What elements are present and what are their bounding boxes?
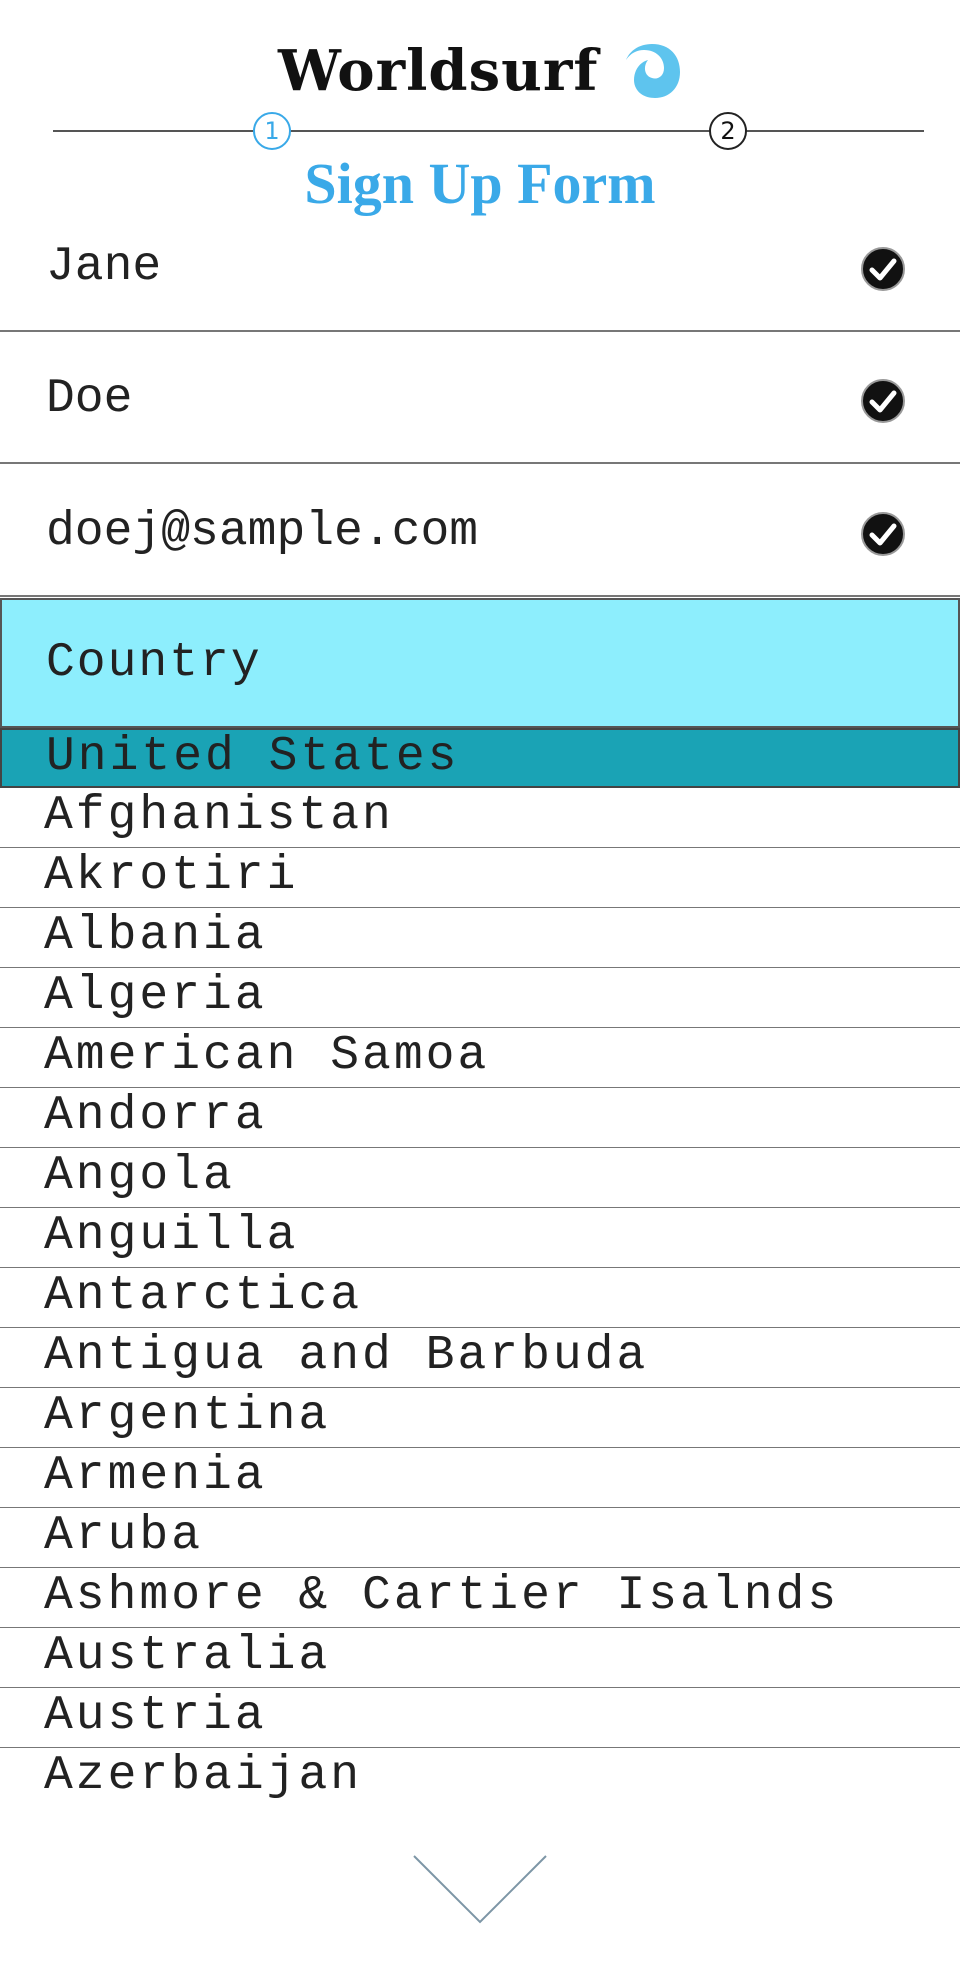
country-option[interactable]: Albania <box>0 908 960 968</box>
country-option[interactable]: Anguilla <box>0 1208 960 1268</box>
first-name-value[interactable]: Jane <box>46 240 162 294</box>
check-circle-icon <box>861 247 905 291</box>
last-name-value[interactable]: Doe <box>46 372 133 426</box>
country-option[interactable]: Argentina <box>0 1388 960 1448</box>
first-name-field[interactable]: Jane <box>0 200 960 332</box>
country-option[interactable]: Australia <box>0 1628 960 1688</box>
progress-stepper: 1 2 <box>53 112 924 150</box>
country-select[interactable]: Country <box>0 598 960 728</box>
country-option[interactable]: Azerbaijan <box>44 1749 363 1803</box>
country-option[interactable]: Antigua and Barbuda <box>0 1328 960 1388</box>
wave-drop-icon <box>626 44 681 98</box>
email-value[interactable]: doej@sample.com <box>46 505 479 559</box>
step-2-indicator[interactable]: 2 <box>709 112 747 150</box>
country-option[interactable]: Austria <box>0 1688 960 1748</box>
brand-name: Worldsurf <box>277 38 599 104</box>
email-field[interactable]: doej@sample.com <box>0 465 960 597</box>
country-options-list[interactable]: United States Afghanistan Akrotiri Albania A… <box>0 728 960 1808</box>
country-option[interactable]: Akrotiri <box>0 848 960 908</box>
form-title: Sign Up Form <box>304 151 656 216</box>
country-option[interactable]: Aruba <box>0 1508 960 1568</box>
country-option[interactable]: Andorra <box>0 1088 960 1148</box>
country-option[interactable]: American Samoa <box>0 1028 960 1088</box>
country-option[interactable]: Angola <box>0 1148 960 1208</box>
step-1-indicator: 1 <box>253 112 291 150</box>
country-option-selected[interactable]: United States <box>0 728 960 788</box>
check-circle-icon <box>861 512 905 556</box>
chevron-down-icon[interactable] <box>410 1852 550 1927</box>
header: Worldsurf 1 2 Sign Up Form <box>0 0 960 225</box>
brand: Worldsurf <box>0 38 960 108</box>
country-option[interactable]: Armenia <box>0 1448 960 1508</box>
country-option[interactable]: Ashmore & Cartier Isalnds <box>0 1568 960 1628</box>
check-circle-icon <box>861 379 905 423</box>
last-name-field[interactable]: Doe <box>0 332 960 464</box>
country-option[interactable]: Afghanistan <box>0 788 960 848</box>
country-option[interactable]: Algeria <box>0 968 960 1028</box>
country-label: Country <box>46 636 262 690</box>
country-option[interactable]: Antarctica <box>0 1268 960 1328</box>
